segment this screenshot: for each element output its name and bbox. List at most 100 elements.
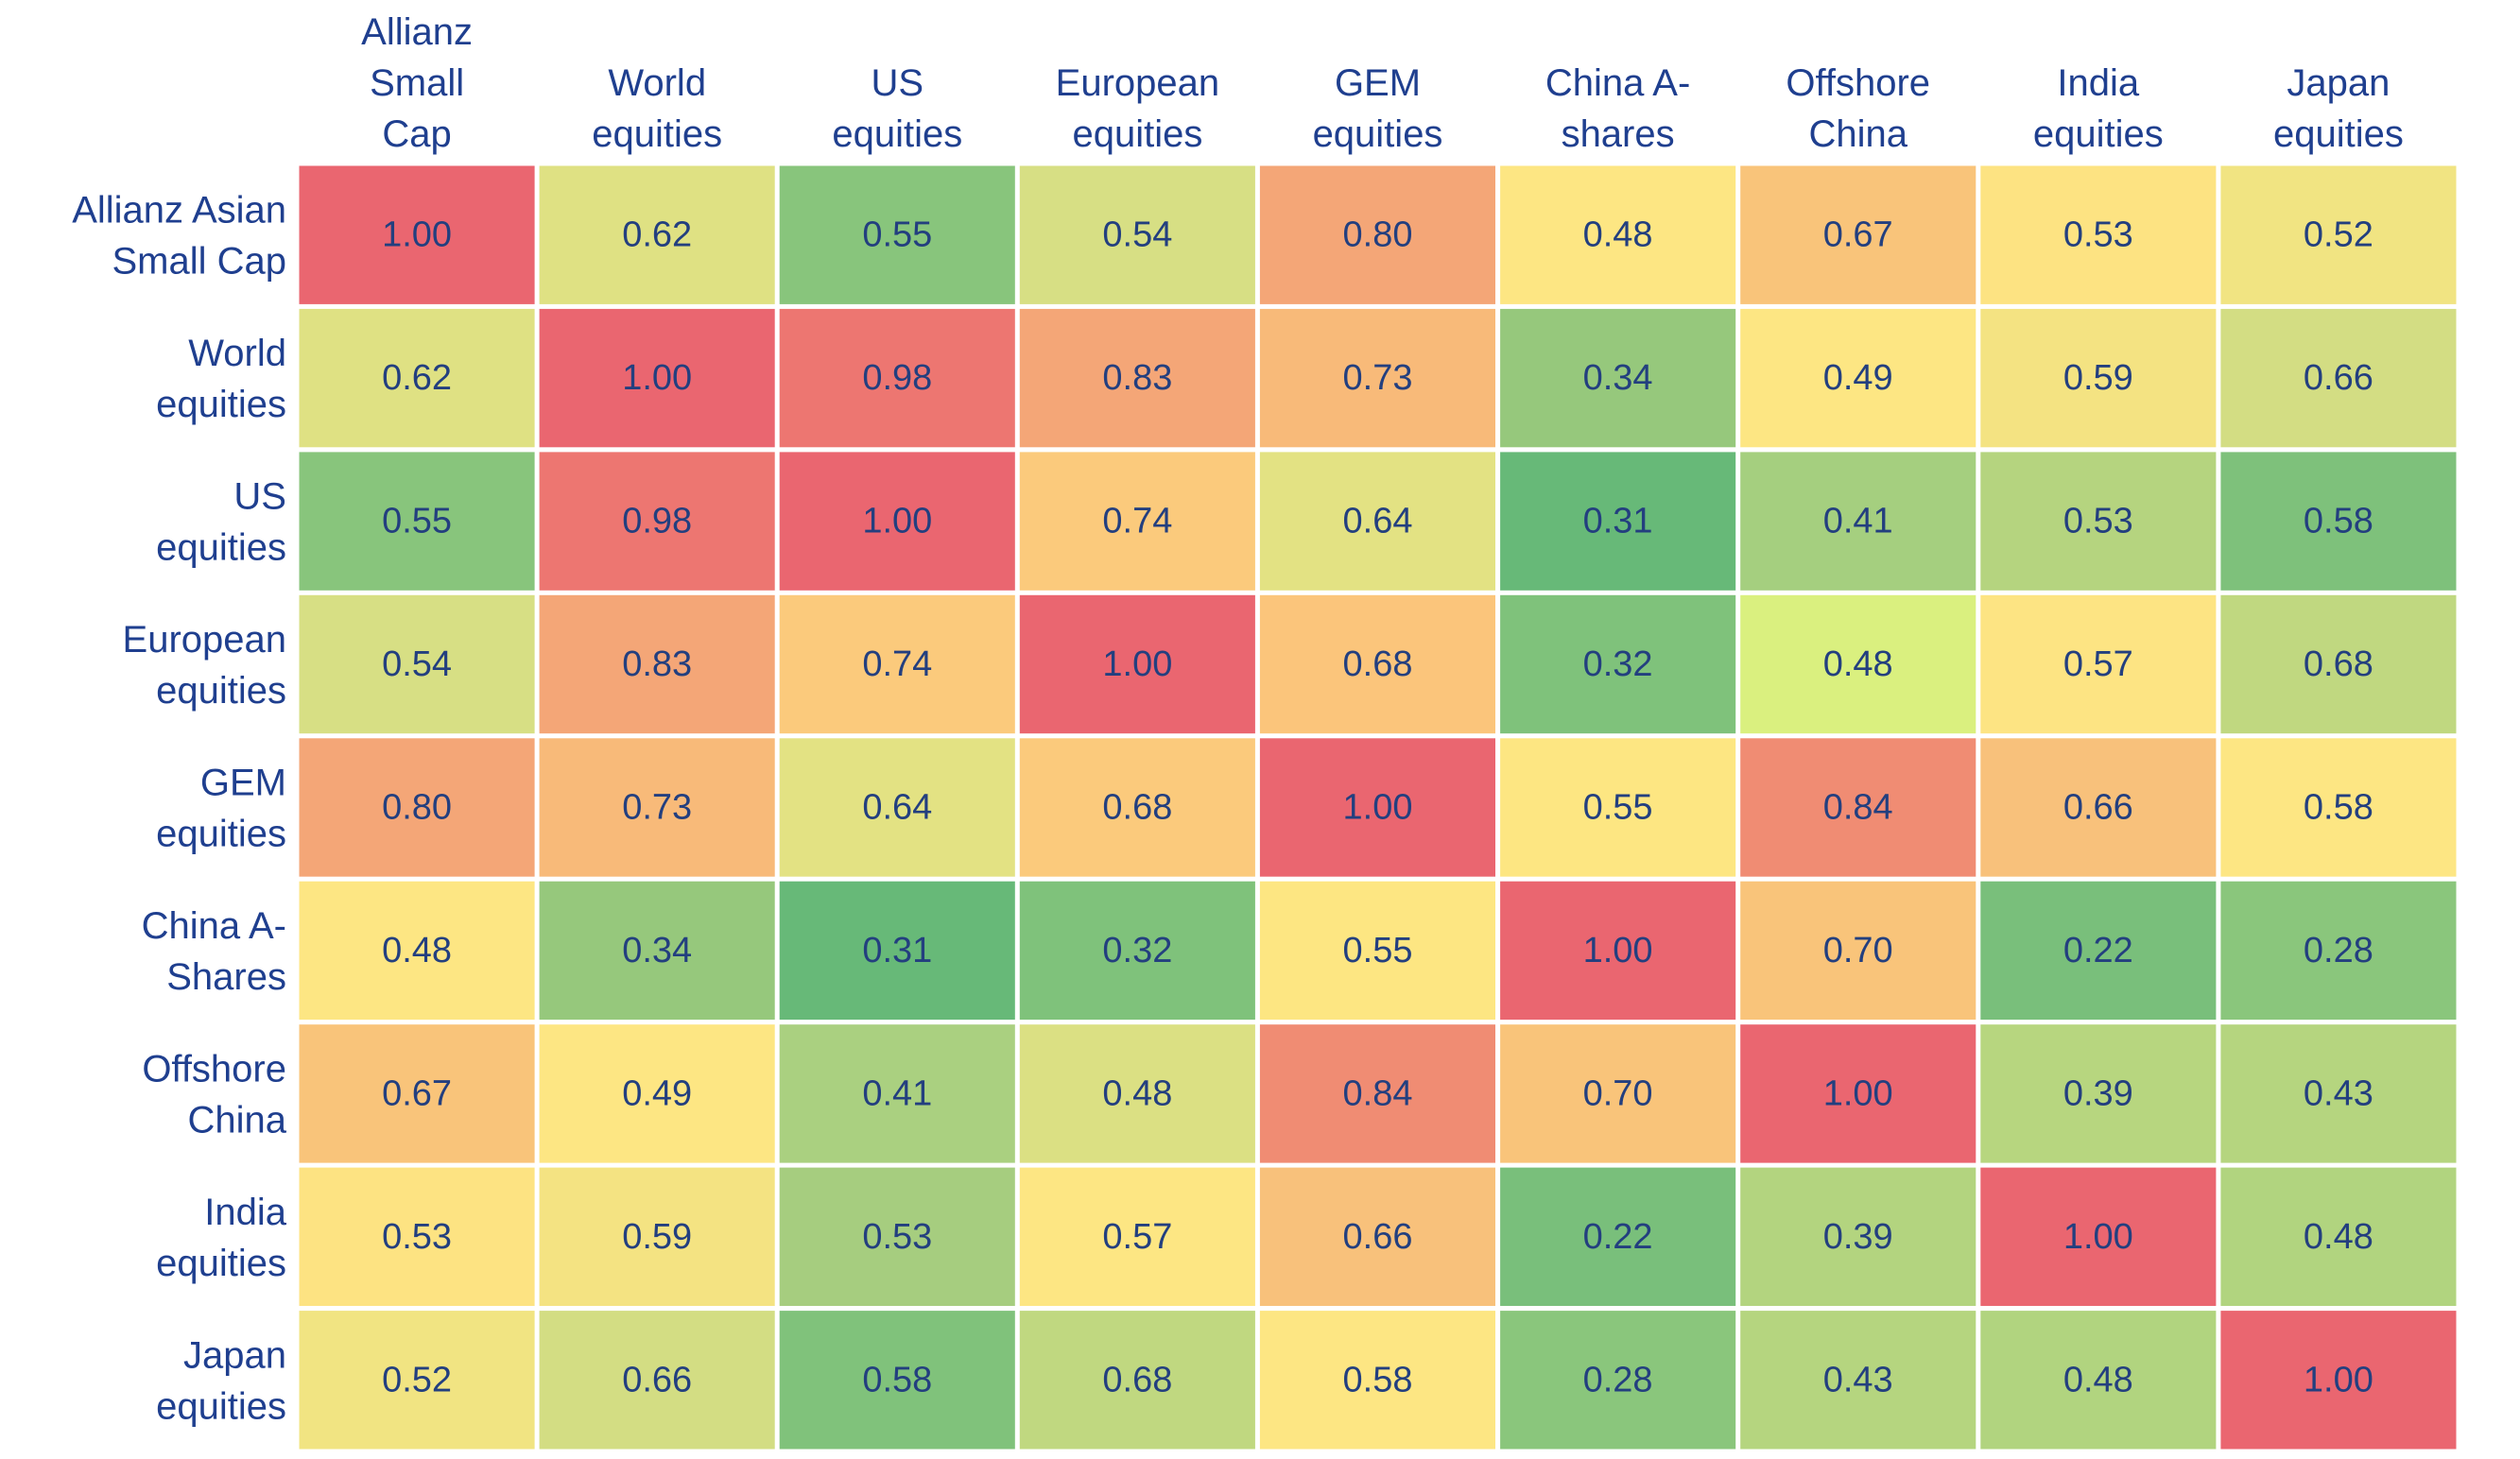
heatmap-cell	[539, 165, 775, 304]
column-label: Allianz Small Cap	[361, 11, 473, 155]
heatmap-cell	[1980, 308, 2217, 448]
heatmap-cell	[779, 738, 1015, 877]
heatmap-cell	[299, 1167, 535, 1306]
cell-value-label: 0.62	[622, 215, 692, 255]
cell-value-label: 0.43	[2304, 1073, 2373, 1113]
heatmap-cell	[1980, 1024, 2217, 1163]
cell-value-label: 0.49	[1823, 358, 1893, 398]
heatmap-cell	[1980, 738, 2217, 877]
heatmap-cell	[2220, 165, 2457, 304]
heatmap-cell	[1019, 1311, 1255, 1450]
cell-value-label: 0.53	[382, 1217, 452, 1257]
row-label: GEM equities	[156, 763, 286, 855]
cell-value-label: 1.00	[862, 502, 932, 541]
cell-value-label: 0.28	[2304, 931, 2373, 970]
heatmap-cell	[299, 738, 535, 877]
cell-value-label: 0.73	[1343, 358, 1413, 398]
row-label: US equities	[156, 476, 286, 569]
cell-value-label: 0.48	[2063, 1360, 2133, 1399]
heatmap-cell	[1740, 738, 1976, 877]
cell-value-label: 0.84	[1343, 1073, 1413, 1113]
cell-value-label: 0.55	[862, 215, 932, 255]
heatmap-cell	[539, 738, 775, 877]
heatmap-cell	[1740, 308, 1976, 448]
cell-value-label: 0.58	[1343, 1360, 1413, 1399]
heatmap-cell	[1500, 594, 1736, 734]
cell-value-label: 0.53	[2063, 502, 2133, 541]
column-label: Japan equities	[2273, 62, 2404, 155]
cell-value-label: 0.68	[1102, 788, 1172, 828]
cell-value-label: 0.32	[1583, 644, 1653, 684]
heatmap-cell	[299, 881, 535, 1021]
heatmap-cell	[779, 452, 1015, 591]
cell-value-label: 0.41	[1823, 502, 1893, 541]
heatmap-cell	[1259, 308, 1495, 448]
row-label: China A-Shares	[142, 905, 286, 998]
heatmap-cell	[1500, 1311, 1736, 1450]
cell-value-label: 0.58	[2304, 788, 2373, 828]
heatmap-cell	[1259, 1167, 1495, 1306]
cell-value-label: 0.98	[622, 502, 692, 541]
heatmap-cell	[2220, 594, 2457, 734]
heatmap-cell	[779, 594, 1015, 734]
cell-value-label: 0.67	[382, 1073, 452, 1113]
heatmap-cell	[1259, 165, 1495, 304]
cell-value-label: 0.43	[1823, 1360, 1893, 1399]
cell-value-label: 0.66	[2063, 788, 2133, 828]
cell-value-label: 0.32	[1102, 931, 1172, 970]
heatmap-cell	[2220, 452, 2457, 591]
cell-value-label: 0.66	[622, 1360, 692, 1399]
heatmap-cell	[1019, 594, 1255, 734]
heatmap-cell	[1019, 1167, 1255, 1306]
cell-value-label: 0.22	[1583, 1217, 1653, 1257]
cell-value-label: 0.57	[1102, 1217, 1172, 1257]
cell-value-label: 1.00	[382, 215, 452, 255]
cell-value-label: 1.00	[2304, 1360, 2373, 1399]
heatmap-cell	[1740, 452, 1976, 591]
heatmap-cell	[1019, 1024, 1255, 1163]
heatmap-cell	[299, 452, 535, 591]
heatmap-cell	[1980, 1311, 2217, 1450]
heatmap-cell	[539, 1167, 775, 1306]
cell-value-label: 0.84	[1823, 788, 1893, 828]
cell-value-label: 0.48	[1583, 215, 1653, 255]
heatmap-cell	[2220, 308, 2457, 448]
cell-value-label: 0.48	[382, 931, 452, 970]
cell-value-label: 0.70	[1583, 1073, 1653, 1113]
column-label: India equities	[2033, 62, 2164, 155]
heatmap-cell	[1980, 1167, 2217, 1306]
heatmap-cell	[779, 1024, 1015, 1163]
row-label: Allianz Asian Small Cap	[72, 190, 286, 283]
heatmap-cell	[1740, 1167, 1976, 1306]
heatmap-cell	[1980, 881, 2217, 1021]
cell-value-label: 0.53	[862, 1217, 932, 1257]
cell-value-label: 0.52	[2304, 215, 2373, 255]
heatmap-cell	[1019, 881, 1255, 1021]
heatmap-cell	[1500, 881, 1736, 1021]
column-labels: Allianz Small Cap World equities US equities Eu…	[361, 11, 2404, 155]
cell-value-label: 0.48	[1823, 644, 1893, 684]
cell-value-label: 0.22	[2063, 931, 2133, 970]
heatmap-cell	[1740, 165, 1976, 304]
cell-value-label: 0.53	[2063, 215, 2133, 255]
row-label: Japan equities	[156, 1334, 286, 1427]
heatmap-cell	[779, 1167, 1015, 1306]
heatmap-cell	[1500, 165, 1736, 304]
cell-value-label: 0.39	[1823, 1217, 1893, 1257]
column-label: European equities	[1056, 62, 1219, 155]
row-label: Offshore China	[142, 1048, 286, 1141]
heatmap-cell	[1980, 452, 2217, 591]
cell-value-label: 0.67	[1823, 215, 1893, 255]
cell-value-label: 0.68	[1102, 1360, 1172, 1399]
heatmap-cell	[1500, 308, 1736, 448]
cell-value-label: 0.62	[382, 358, 452, 398]
cell-value-label: 0.59	[622, 1217, 692, 1257]
cell-value-label: 0.64	[1343, 502, 1413, 541]
cell-value-label: 0.28	[1583, 1360, 1653, 1399]
heatmap-cell	[1259, 738, 1495, 877]
cell-value-label: 0.34	[1583, 358, 1653, 398]
heatmap-cell	[539, 1024, 775, 1163]
heatmap-cell	[1740, 881, 1976, 1021]
heatmap-cell	[299, 1024, 535, 1163]
